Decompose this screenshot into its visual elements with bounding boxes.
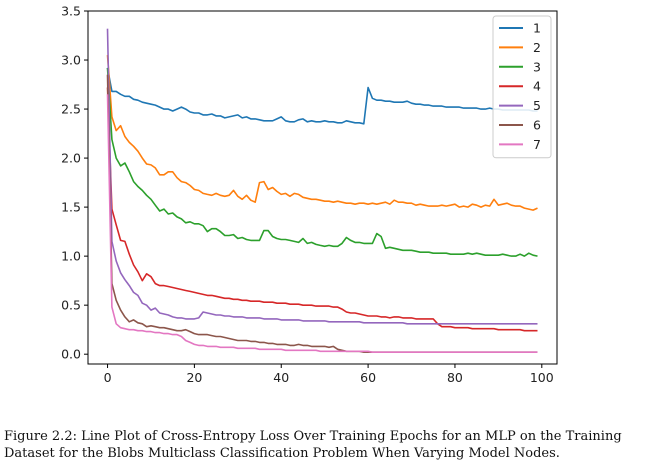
- y-tick-label: 2.5: [61, 102, 81, 117]
- y-tick-label: 3.5: [61, 4, 81, 19]
- x-tick-label: 40: [273, 370, 289, 385]
- legend-label-5: 5: [533, 98, 541, 113]
- y-tick-label: 0.5: [61, 298, 81, 313]
- y-tick-label: 3.0: [61, 53, 81, 68]
- legend-label-7: 7: [533, 137, 541, 152]
- y-tick-label: 1.0: [61, 249, 81, 264]
- y-tick-label: 2.0: [61, 151, 81, 166]
- legend-label-6: 6: [533, 118, 541, 133]
- legend-label-2: 2: [533, 40, 541, 55]
- legend: 1 2 3 4 5 6 7: [492, 15, 552, 159]
- plot-frame: [87, 10, 558, 365]
- plot-area: [106, 28, 538, 354]
- series-line-5: [106, 28, 538, 325]
- x-axis: 0 20 40 60 80 100: [104, 364, 554, 385]
- y-tick-label: 1.5: [61, 200, 81, 215]
- figure-caption: Figure 2.2: Line Plot of Cross-Entropy L…: [4, 429, 622, 461]
- x-tick-label: 60: [360, 370, 376, 385]
- legend-label-4: 4: [533, 79, 541, 94]
- x-tick-label: 0: [104, 370, 112, 385]
- y-axis: 0.0 0.5 1.0 1.5 2.0 2.5 3.0 3.5: [61, 4, 88, 362]
- x-tick-label: 20: [186, 370, 202, 385]
- line-chart: 0 20 40 60 80 100 0.0 0.5 1.0 1.5 2.0 2.5 3.0 3.5 1 2…: [61, 4, 558, 385]
- legend-label-3: 3: [533, 59, 541, 74]
- series-line-4: [106, 87, 538, 332]
- series-line-1: [106, 67, 538, 125]
- y-tick-label: 0.0: [61, 347, 81, 362]
- x-tick-label: 100: [530, 370, 554, 385]
- x-tick-label: 80: [447, 370, 463, 385]
- series-line-2: [106, 55, 538, 211]
- chart-svg: 0 20 40 60 80 100 0.0 0.5 1.0 1.5 2.0 2.5 3.0 3.5 1 2…: [61, 4, 558, 385]
- series-line-7: [106, 94, 538, 354]
- legend-label-1: 1: [533, 21, 541, 36]
- series-line-3: [106, 67, 538, 257]
